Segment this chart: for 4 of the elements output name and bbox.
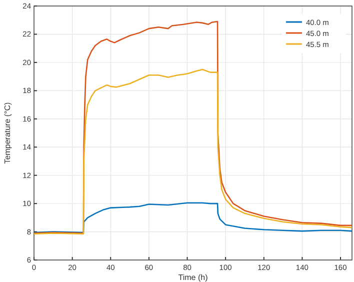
x-axis-title: Time (h) <box>178 273 208 282</box>
line-series <box>33 202 353 234</box>
line-series <box>33 68 353 235</box>
y-axis-title: Temperature (°C) <box>3 102 12 164</box>
